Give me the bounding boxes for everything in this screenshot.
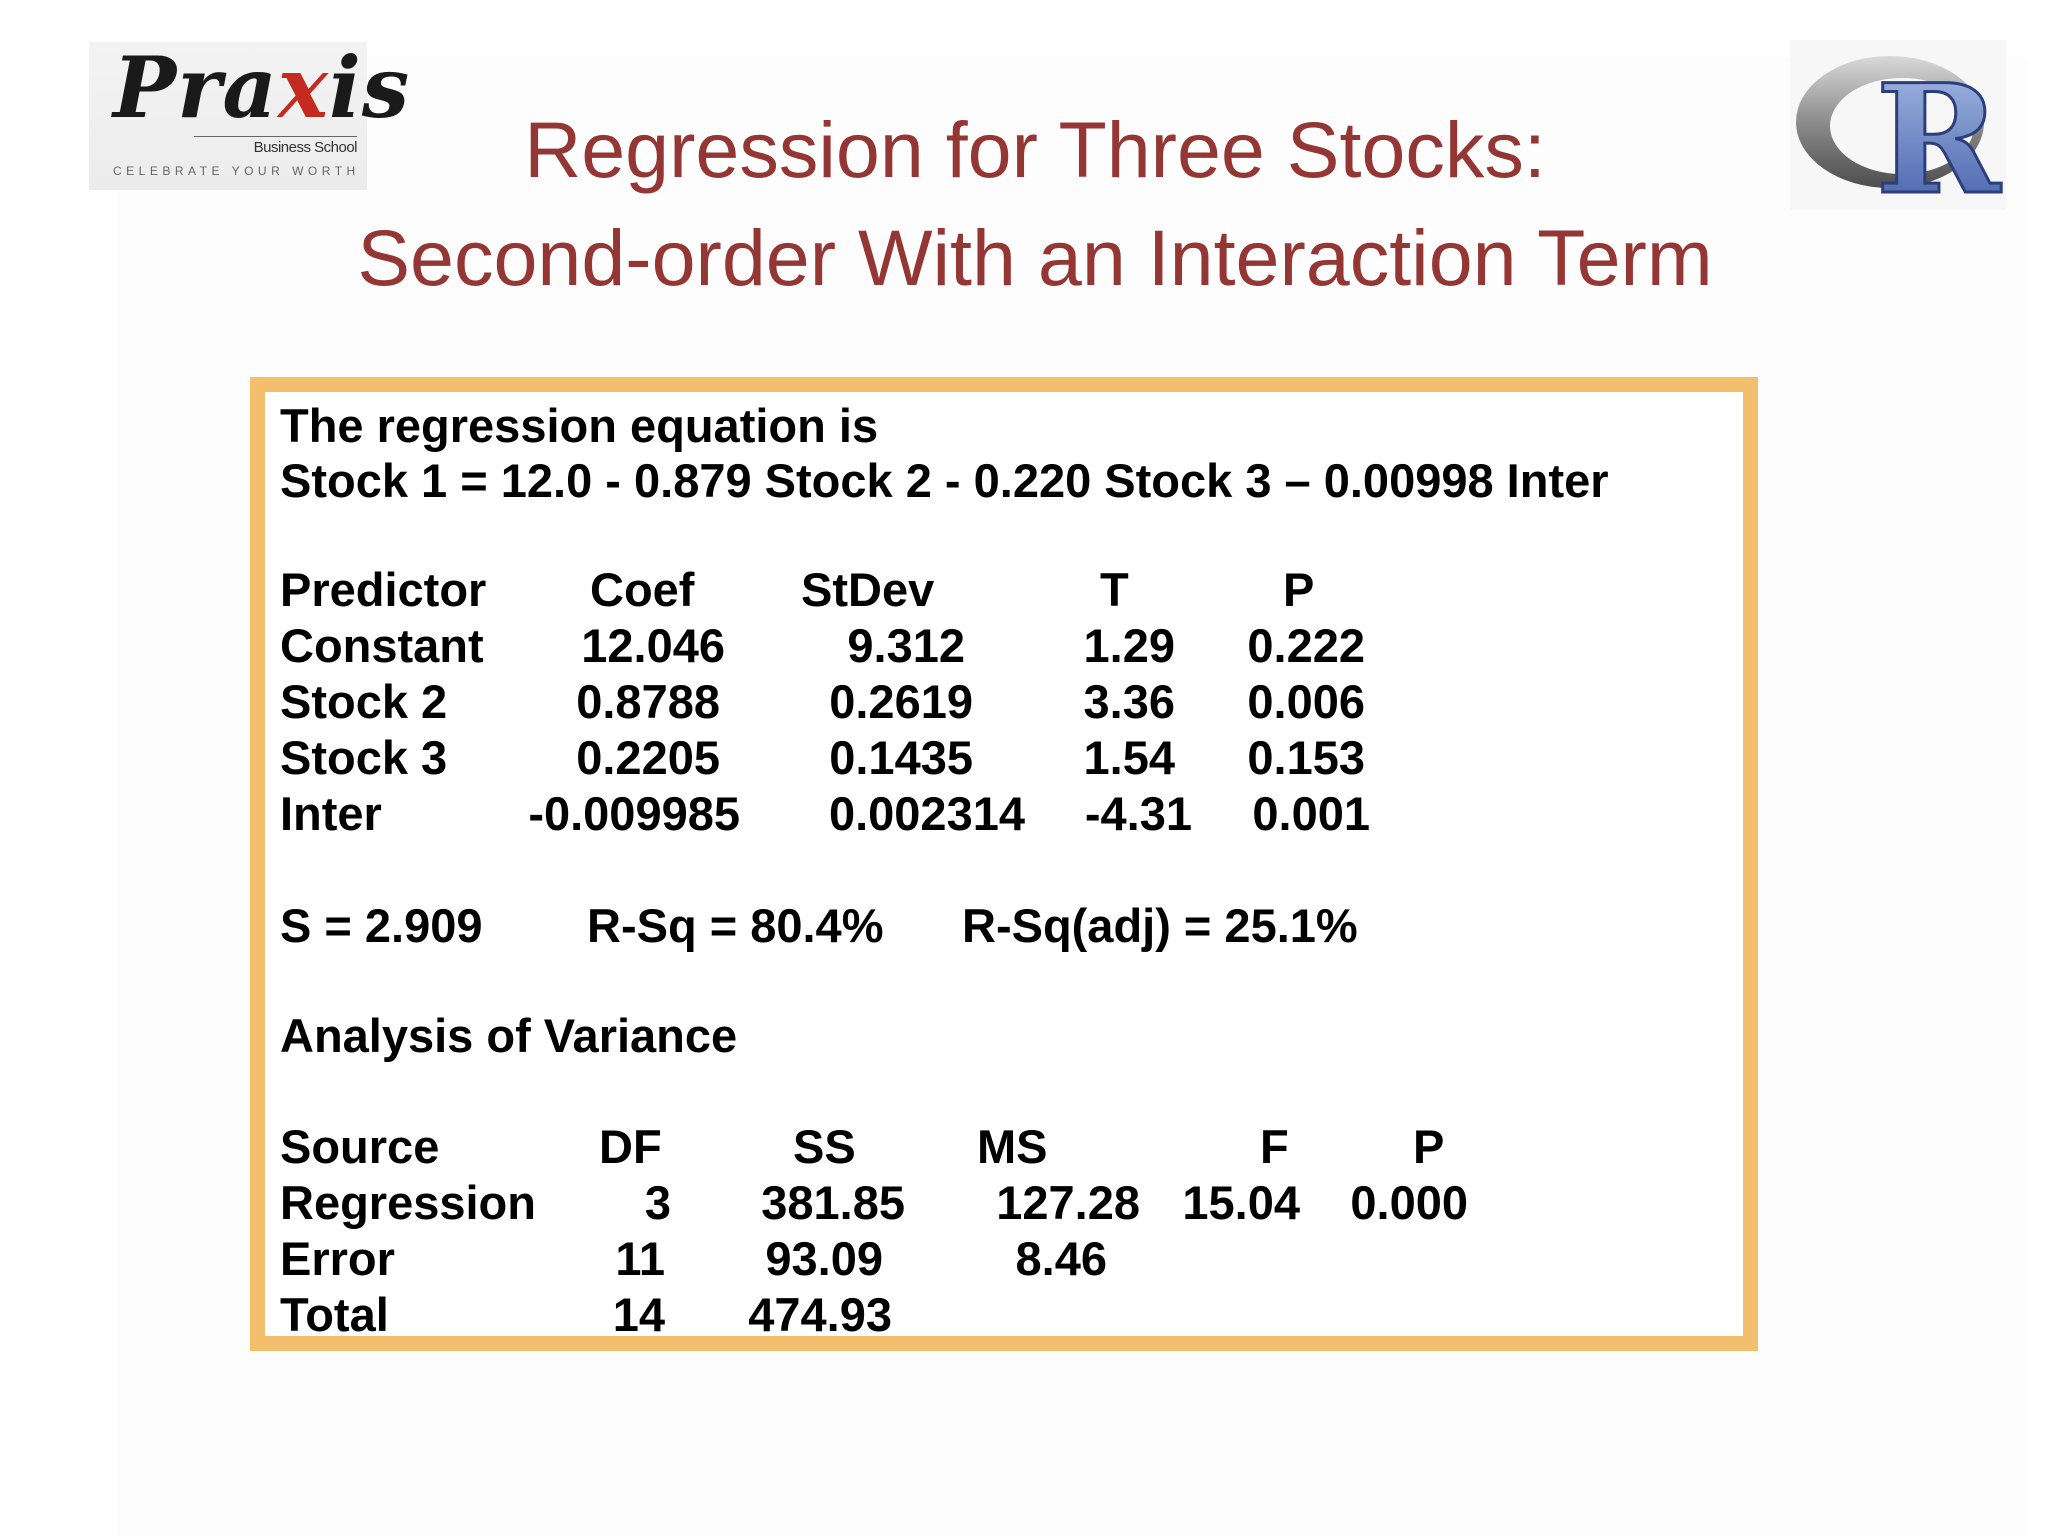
coef-row-coef: -0.009985 [528, 787, 740, 840]
praxis-logo: Praxis Business School CELEBRATE YOUR WO… [89, 42, 409, 190]
coef-header-stdev: StDev [801, 563, 935, 616]
coef-row-p: 0.222 [1247, 619, 1365, 672]
anova-row-ss: 474.93 [748, 1288, 892, 1341]
anova-header-ss: SS [793, 1120, 856, 1173]
coef-row-coef: 12.046 [581, 619, 725, 672]
praxis-wordmark: Praxis [113, 38, 411, 137]
regression-equation: Stock 1 = 12.0 - 0.879 Stock 2 - 0.220 S… [280, 454, 1609, 507]
anova-row-df: 14 [612, 1288, 665, 1341]
coef-row-predictor: Inter [280, 787, 382, 840]
coef-row-predictor: Constant [280, 619, 484, 672]
anova-row-p: 0.000 [1350, 1176, 1468, 1229]
coef-row-p: 0.006 [1247, 675, 1365, 728]
coef-header-t: T [1100, 563, 1129, 616]
coef-row-t: 1.29 [1083, 619, 1175, 672]
anova-row-ms: 127.28 [996, 1176, 1140, 1229]
anova-row-source: Total [280, 1288, 389, 1341]
coef-row-p: 0.001 [1252, 787, 1370, 840]
coef-row-coef: 0.2205 [576, 731, 720, 784]
anova-header-df: DF [599, 1120, 662, 1173]
praxis-tagline: CELEBRATE YOUR WORTH [113, 164, 360, 178]
praxis-subtitle: Business School [193, 136, 358, 156]
anova-row-source: Regression [280, 1176, 536, 1229]
coef-row-predictor: Stock 3 [280, 731, 448, 784]
coef-header-predictor: Predictor [280, 563, 487, 616]
fit-stat-rsq-adj: R-Sq(adj) = 25.1% [962, 899, 1358, 952]
coef-row-stdev: 0.1435 [829, 731, 973, 784]
slide-title: Regression for Three Stocks: Second-orde… [200, 96, 1870, 312]
r-letter: R [1876, 52, 2002, 210]
coef-row-stdev: 9.312 [847, 619, 965, 672]
coef-header-coef: Coef [590, 563, 695, 616]
r-logo: R [1790, 40, 2006, 230]
anova-row-ss: 381.85 [761, 1176, 905, 1229]
coef-row-p: 0.153 [1247, 731, 1365, 784]
anova-row-ms: 8.46 [1015, 1232, 1107, 1285]
title-line-1: Regression for Three Stocks: [524, 105, 1546, 194]
anova-header-p: P [1413, 1120, 1445, 1173]
equation-heading: The regression equation is [280, 399, 879, 452]
coef-row-coef: 0.8788 [576, 675, 720, 728]
fit-stat-rsq: R-Sq = 80.4% [587, 899, 884, 952]
anova-header-f: F [1260, 1120, 1289, 1173]
coef-row-t: 3.36 [1083, 675, 1175, 728]
coef-row-t: 1.54 [1083, 731, 1175, 784]
coef-header-p: P [1283, 563, 1315, 616]
coef-row-stdev: 0.002314 [828, 787, 1025, 840]
anova-row-df: 11 [615, 1232, 665, 1285]
r-logo-icon: R [1796, 51, 2003, 230]
title-line-2: Second-order With an Interaction Term [357, 213, 1713, 302]
praxis-x-mark: x [277, 38, 329, 137]
anova-header-source: Source [280, 1120, 440, 1173]
coef-row-stdev: 0.2619 [829, 675, 973, 728]
anova-row-ss: 93.09 [765, 1232, 883, 1285]
anova-heading: Analysis of Variance [280, 1009, 738, 1062]
fit-stat-s: S = 2.909 [280, 899, 483, 952]
coef-row-predictor: Stock 2 [280, 675, 448, 728]
regression-output-box: The regression equation is Stock 1 = 12.… [250, 377, 1758, 1351]
anova-row-df: 3 [644, 1176, 671, 1229]
coef-row-t: -4.31 [1084, 787, 1192, 840]
anova-row-source: Error [280, 1232, 395, 1285]
anova-row-f: 15.04 [1182, 1176, 1300, 1229]
anova-header-ms: MS [977, 1120, 1048, 1173]
